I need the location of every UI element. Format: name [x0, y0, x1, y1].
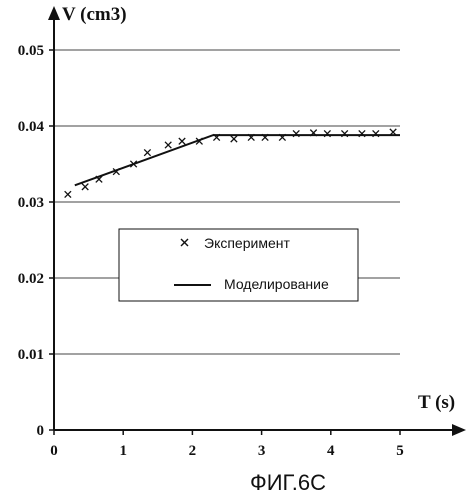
y-tick-label: 0.04: [18, 119, 45, 135]
experiment-point: [179, 138, 185, 144]
experiment-series: [65, 129, 397, 198]
experiment-point: [231, 136, 237, 142]
y-tick-label: 0.05: [18, 43, 44, 59]
grid-lines: [54, 50, 400, 354]
x-tick-label: 0: [50, 443, 58, 459]
legend: Эксперимент Моделирование: [119, 229, 358, 301]
y-tick-label: 0: [37, 423, 45, 439]
x-tick-label: 4: [327, 443, 335, 459]
legend-label-experiment: Эксперимент: [204, 235, 290, 251]
y-axis-arrow-icon: [48, 6, 60, 20]
x-tick-label: 3: [258, 443, 266, 459]
experiment-point: [165, 142, 171, 148]
y-axis-title: V (cm3): [62, 4, 127, 25]
x-axis-title: T (s): [418, 392, 455, 413]
model-series: [75, 135, 400, 185]
experiment-point: [82, 184, 88, 190]
model-line: [75, 135, 400, 185]
y-tick-label: 0.02: [18, 271, 44, 287]
legend-label-model: Моделирование: [224, 276, 329, 292]
figure-caption: ФИГ.6С: [250, 470, 326, 495]
x-axis-arrow-icon: [452, 424, 466, 436]
y-tick-label: 0.03: [18, 195, 44, 211]
x-tick-label: 2: [189, 443, 197, 459]
y-tick-labels: 0 0.01 0.02 0.03 0.04 0.05: [18, 43, 45, 439]
x-tick-label: 1: [119, 443, 127, 459]
axes: [48, 6, 466, 436]
y-tick-label: 0.01: [18, 347, 44, 363]
x-tick-labels: 0 1 2 3 4 5: [50, 443, 404, 459]
experiment-point: [144, 149, 150, 155]
x-tick-label: 5: [396, 443, 404, 459]
experiment-point: [65, 191, 71, 197]
